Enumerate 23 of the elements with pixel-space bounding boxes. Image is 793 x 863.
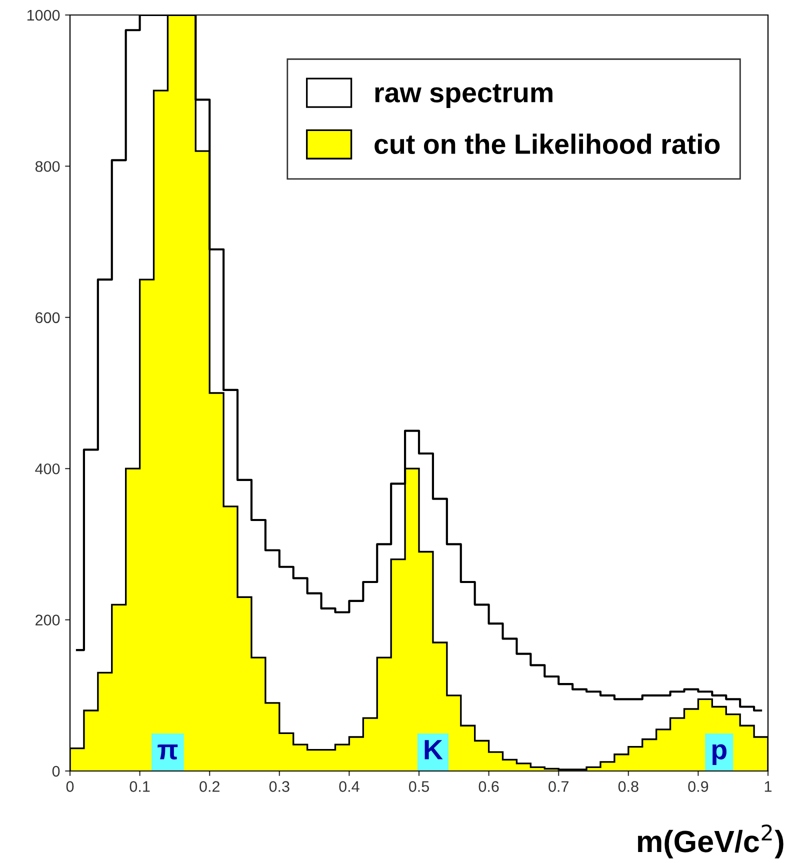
x-tick-label: 0.5 [408, 781, 429, 792]
annotation: π [158, 744, 178, 760]
x-axis-title: m(GeV/c$^{2}$) [638, 824, 784, 858]
x-tick-label: 1 [764, 781, 772, 792]
y-tick-label: 200 [36, 614, 60, 626]
x-tick-label: 0.6 [478, 781, 499, 792]
x-tick-label: 0.7 [548, 781, 568, 792]
y-tick-label: 800 [35, 161, 60, 172]
annotation: K [424, 740, 443, 760]
x-tick-label: 0.3 [269, 781, 290, 792]
x-tick-label: 0.9 [688, 781, 708, 792]
legend-label: cut on the Likelihood ratio [374, 134, 720, 154]
annotation: p [712, 744, 726, 765]
x-tick-label: 0.8 [618, 781, 638, 792]
y-tick-label: 0 [52, 766, 60, 777]
y-tick-label: 400 [35, 463, 60, 474]
y-tick-label: 600 [36, 312, 60, 324]
x-tick-label: 0.1 [130, 781, 150, 792]
x-tick-label: 0.4 [339, 781, 360, 792]
x-tick-label: 0 [66, 781, 74, 792]
legend-label: raw spectrum [375, 84, 552, 108]
x-tick-label: 0.2 [200, 781, 220, 792]
y-tick-label: 1000 [27, 10, 60, 21]
